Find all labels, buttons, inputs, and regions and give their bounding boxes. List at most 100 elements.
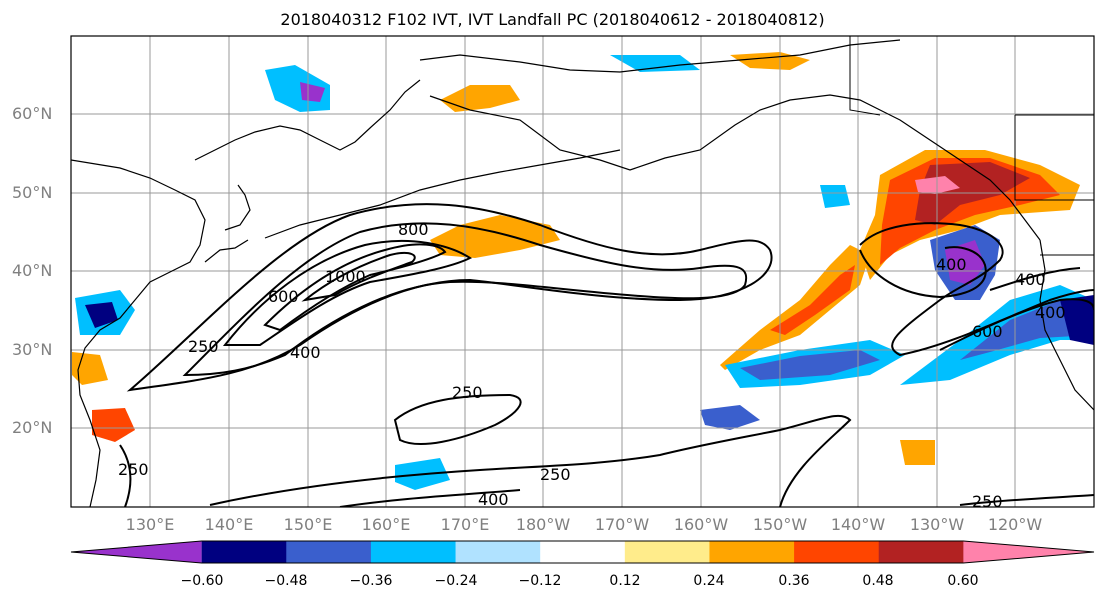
contour-400-south (339, 489, 521, 507)
contour-600-main (222, 239, 473, 346)
negative-anomaly-japan-sea-core (85, 302, 118, 328)
negative-anomaly-hawaii (700, 405, 760, 430)
contour-1000-main (301, 252, 416, 302)
negative-anomaly-oregon-core (945, 240, 985, 285)
contour-600-east (939, 298, 1094, 351)
map-title: 2018040312 F102 IVT, IVT Landfall PC (20… (280, 10, 825, 29)
lon-label: 170°W (594, 515, 650, 534)
colorbar-tick: −0.60 (180, 573, 224, 589)
negative-anomaly-bc-coast (820, 185, 850, 208)
lat-label: 30°N (12, 340, 53, 359)
political-boundaries (849, 36, 1094, 256)
coastline-arctic (419, 39, 901, 73)
colorbar-tick: −0.48 (264, 573, 308, 589)
colorbar-bin (624, 541, 710, 563)
negative-anomaly-california-inner (960, 300, 1094, 360)
contour-400-main (182, 222, 748, 377)
contour-400-east (859, 246, 987, 299)
coastline-japan (204, 184, 251, 263)
negative-anomaly-gulf-alaska (610, 55, 700, 72)
colorbar-tick: −0.36 (349, 573, 393, 589)
coastlines (71, 39, 1094, 507)
contour-label: 1000 (325, 267, 366, 286)
contour-250-subtropical (393, 393, 522, 446)
lat-label: 40°N (12, 261, 53, 280)
contour-250-east (859, 222, 1094, 357)
lat-label: 50°N (12, 183, 53, 202)
negative-anomaly-bering-core (300, 82, 325, 102)
colorbar-extend-min (71, 541, 202, 563)
contour-label: 600 (268, 287, 299, 306)
contour-label: 250 (118, 460, 149, 479)
positive-anomaly-southeast-inner (770, 265, 855, 335)
contour-label: 400 (1035, 303, 1066, 322)
positive-anomaly-philippines (92, 408, 135, 442)
contour-250-south (209, 414, 852, 507)
lon-label: 150°W (752, 515, 808, 534)
contour-label: 400 (1015, 270, 1046, 289)
colorbar-tick: 0.36 (778, 573, 810, 589)
contour-250-west (119, 444, 132, 507)
lon-label: 140°E (204, 515, 254, 534)
lon-label: 160°W (673, 515, 729, 534)
contour-label: 400 (936, 255, 967, 274)
lon-label: 130°E (125, 515, 175, 534)
colorbar-tick: 0.24 (693, 573, 725, 589)
colorbar-bin (540, 541, 626, 563)
positive-anomaly-southeast-band (720, 245, 870, 370)
contour-label: 250 (972, 492, 1003, 511)
coastline-north-america (1039, 239, 1094, 411)
colorbar-tick: 0.48 (862, 573, 894, 589)
coastline-aleutians (264, 149, 621, 239)
lon-label: 160°E (361, 515, 411, 534)
lon-label: 150°E (283, 515, 333, 534)
pc-shading (72, 52, 1094, 490)
contour-label: 600 (972, 322, 1003, 341)
colorbar-bin (709, 541, 795, 563)
contour-label: 250 (452, 383, 483, 402)
contour-labels: 800 1000 600 250 400 250 250 250 400 250… (118, 220, 1066, 511)
coastline-kamchatka (194, 79, 421, 161)
boundary-alaska-canada (849, 36, 881, 116)
colorbar-bin (878, 541, 964, 563)
colorbar-bin (370, 541, 457, 563)
lon-label: 120°W (987, 515, 1043, 534)
contour-label: 400 (290, 343, 321, 362)
colorbar-extend-max (963, 541, 1094, 563)
positive-anomaly-taiwan (72, 352, 108, 385)
positive-anomaly-gulf-alaska (730, 52, 810, 70)
colorbar-tick: −0.24 (434, 573, 478, 589)
negative-anomaly-subtropical-inner (740, 350, 880, 380)
colorbar-bin (794, 541, 880, 563)
contour-label: 800 (398, 220, 429, 239)
positive-anomaly-midpacific (430, 215, 560, 258)
contour-label: 400 (478, 490, 509, 509)
lat-label: 20°N (12, 418, 53, 437)
colorbar-tick: 0.12 (609, 573, 641, 589)
contour-250-southeast (959, 494, 1094, 506)
positive-anomaly-aleutian (440, 85, 520, 112)
colorbar-outline (70, 540, 1095, 564)
contour-label: 250 (540, 465, 571, 484)
colorbar-tick: −0.12 (518, 573, 562, 589)
contour-250-main (126, 203, 773, 392)
lat-label: 60°N (12, 104, 53, 123)
coastline-asia (71, 159, 206, 507)
coastline-alaska (429, 94, 1041, 241)
colorbar (70, 540, 1095, 564)
colorbar-bin (455, 541, 541, 563)
lon-label: 180°W (515, 515, 571, 534)
contour-400-east-b (989, 267, 1081, 291)
boundary-us-canada (1014, 114, 1094, 201)
colorbar-bin (201, 541, 287, 563)
ivt-contours (119, 203, 1094, 507)
map-frame (70, 35, 1095, 508)
lon-label: 140°W (830, 515, 886, 534)
colorbar-tick: 0.60 (947, 573, 979, 589)
colorbar-bin (286, 541, 372, 563)
negative-anomaly-baja (1060, 295, 1094, 345)
contour-label: 250 (188, 337, 219, 356)
lon-label: 130°W (909, 515, 965, 534)
lon-label: 170°E (440, 515, 490, 534)
